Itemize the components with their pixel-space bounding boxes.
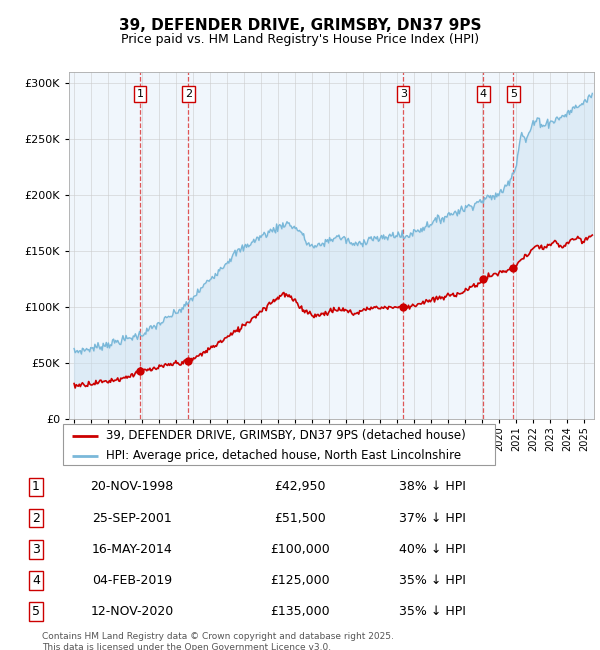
Text: 3: 3 — [32, 543, 40, 556]
Text: £135,000: £135,000 — [270, 605, 330, 618]
Text: Price paid vs. HM Land Registry's House Price Index (HPI): Price paid vs. HM Land Registry's House … — [121, 32, 479, 46]
Text: Contains HM Land Registry data © Crown copyright and database right 2025.
This d: Contains HM Land Registry data © Crown c… — [42, 632, 394, 650]
Text: 1: 1 — [137, 89, 143, 99]
Text: 38% ↓ HPI: 38% ↓ HPI — [398, 480, 466, 493]
Text: HPI: Average price, detached house, North East Lincolnshire: HPI: Average price, detached house, Nort… — [106, 449, 461, 462]
Text: 5: 5 — [32, 605, 40, 618]
Text: 40% ↓ HPI: 40% ↓ HPI — [398, 543, 466, 556]
Text: £100,000: £100,000 — [270, 543, 330, 556]
Text: 4: 4 — [480, 89, 487, 99]
Text: 16-MAY-2014: 16-MAY-2014 — [92, 543, 172, 556]
Text: 04-FEB-2019: 04-FEB-2019 — [92, 574, 172, 587]
Text: 37% ↓ HPI: 37% ↓ HPI — [398, 512, 466, 525]
Text: 2: 2 — [185, 89, 192, 99]
Text: 4: 4 — [32, 574, 40, 587]
Text: 20-NOV-1998: 20-NOV-1998 — [91, 480, 173, 493]
Text: 39, DEFENDER DRIVE, GRIMSBY, DN37 9PS: 39, DEFENDER DRIVE, GRIMSBY, DN37 9PS — [119, 18, 481, 34]
Text: 5: 5 — [510, 89, 517, 99]
Text: £42,950: £42,950 — [274, 480, 326, 493]
Text: 2: 2 — [32, 512, 40, 525]
Text: 12-NOV-2020: 12-NOV-2020 — [91, 605, 173, 618]
Text: 1: 1 — [32, 480, 40, 493]
FancyBboxPatch shape — [63, 424, 495, 465]
Text: 35% ↓ HPI: 35% ↓ HPI — [398, 574, 466, 587]
Text: £125,000: £125,000 — [270, 574, 330, 587]
Text: 3: 3 — [400, 89, 407, 99]
Text: 39, DEFENDER DRIVE, GRIMSBY, DN37 9PS (detached house): 39, DEFENDER DRIVE, GRIMSBY, DN37 9PS (d… — [106, 429, 466, 442]
Text: £51,500: £51,500 — [274, 512, 326, 525]
Text: 25-SEP-2001: 25-SEP-2001 — [92, 512, 172, 525]
Text: 35% ↓ HPI: 35% ↓ HPI — [398, 605, 466, 618]
